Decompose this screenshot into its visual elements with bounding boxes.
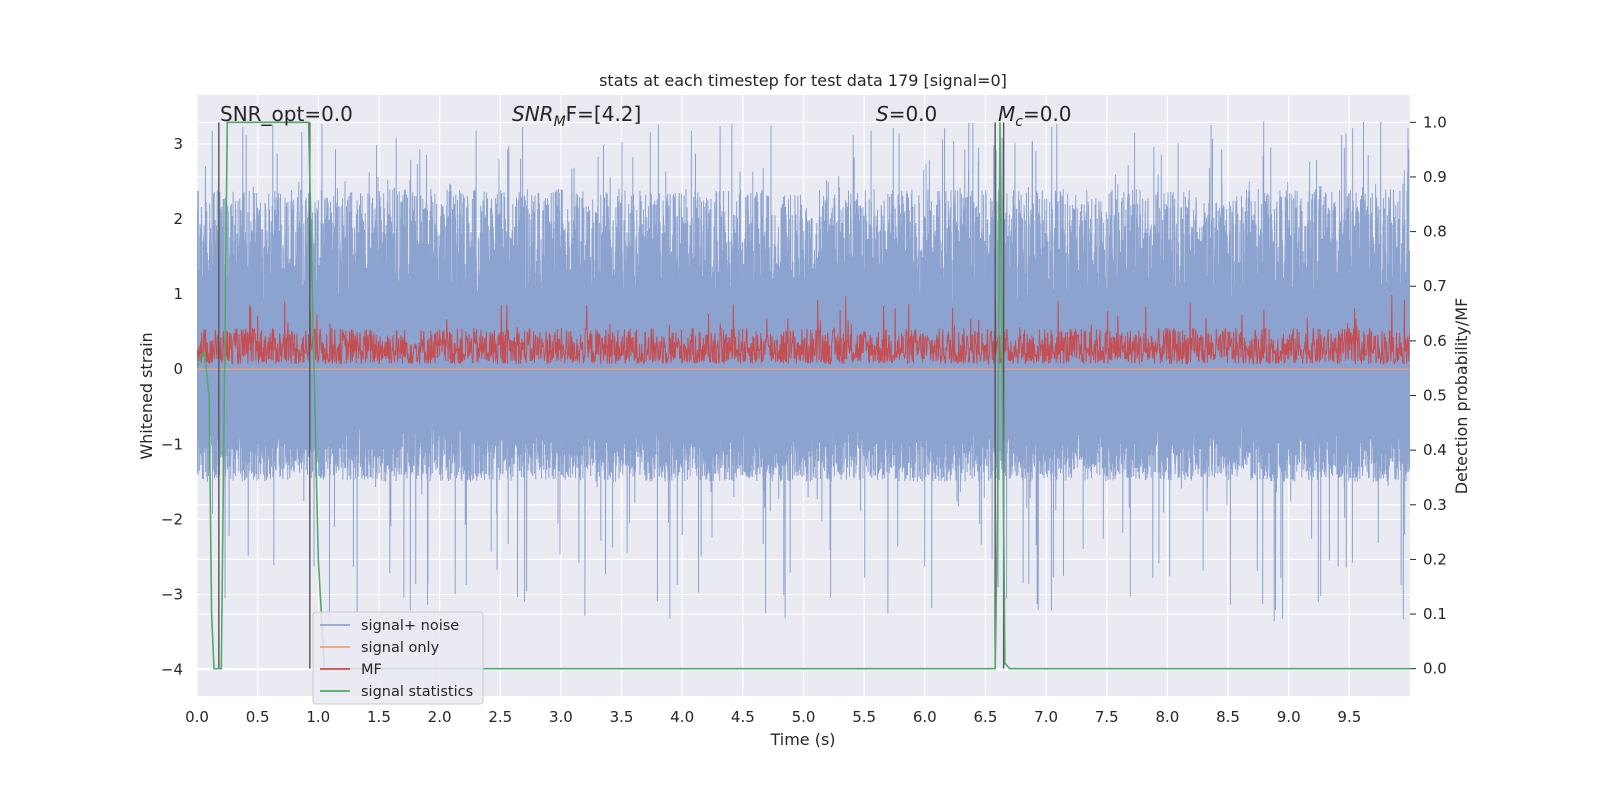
chart-title: stats at each timestep for test data 179… bbox=[599, 71, 1007, 90]
y-tick-label: −2 bbox=[161, 510, 183, 528]
y-tick-label: 3 bbox=[173, 135, 183, 153]
annotation-mc-base: M bbox=[998, 102, 1015, 126]
series-signal-noise-line bbox=[197, 121, 1410, 622]
x-tick-labels: 0.0 0.5 1.0 1.5 2.0 2.5 3.0 3.5 4.0 4.5 5.0 5.5 6.0 6… bbox=[185, 708, 1361, 726]
x-tick-label: 8.5 bbox=[1216, 708, 1240, 726]
x-tick-label: 7.0 bbox=[1034, 708, 1058, 726]
x-axis-label: Time (s) bbox=[769, 730, 835, 749]
y2-tick-label: 0.9 bbox=[1423, 168, 1447, 186]
x-tick-label: 6.5 bbox=[974, 708, 998, 726]
y2-tick-label: 0.4 bbox=[1423, 441, 1447, 459]
x-tick-label: 9.5 bbox=[1337, 708, 1361, 726]
y-tick-label: −3 bbox=[161, 586, 183, 604]
x-tick-label: 2.0 bbox=[428, 708, 452, 726]
legend-box bbox=[312, 611, 484, 705]
y2-tick-label: 0.0 bbox=[1423, 660, 1447, 678]
x-tick-label: 9.0 bbox=[1277, 708, 1301, 726]
x-tick-label: 6.0 bbox=[913, 708, 937, 726]
y-tick-labels: 3 2 1 0 −1 −2 −3 −4 bbox=[161, 135, 183, 679]
y-tick-label: −1 bbox=[161, 435, 183, 453]
legend-label-signal-noise: signal+ noise bbox=[361, 618, 459, 634]
x-tick-label: 3.0 bbox=[549, 708, 573, 726]
annotation-snr-opt: SNR_opt=0.0 bbox=[220, 102, 353, 126]
y2-tick-label: 1.0 bbox=[1423, 113, 1447, 131]
series-signal-statistics-line bbox=[197, 121, 1410, 670]
legend-label-signal-statistics: signal statistics bbox=[361, 684, 473, 700]
annotation-s-tail: =0.0 bbox=[889, 102, 938, 126]
y2-axis-label: Detection probability/MF bbox=[1452, 298, 1471, 495]
annotation-mc-tail: =0.0 bbox=[1023, 102, 1072, 126]
x-tick-label: 0.0 bbox=[185, 708, 209, 726]
x-tick-label: 4.5 bbox=[731, 708, 755, 726]
annotation-mc: Mc=0.0 bbox=[998, 102, 1072, 130]
legend-label-signal-only: signal only bbox=[361, 640, 440, 656]
annotation-s-base: S bbox=[876, 102, 889, 126]
y-tick-label: −4 bbox=[161, 661, 183, 679]
legend: signal+ noise signal only MF signal stat… bbox=[312, 611, 484, 705]
x-tick-label: 1.5 bbox=[367, 708, 391, 726]
x-tick-label: 1.0 bbox=[306, 708, 330, 726]
x-tick-label: 0.5 bbox=[246, 708, 270, 726]
y2-tick-label: 0.8 bbox=[1423, 223, 1447, 241]
annotation-snr-mf-tail: F=[4.2] bbox=[566, 102, 642, 126]
annotation-snr-mf-base: SNR bbox=[512, 102, 554, 126]
annotation-mc-sub: c bbox=[1015, 114, 1023, 130]
x-tick-label: 3.5 bbox=[610, 708, 634, 726]
y2-tick-label: 0.3 bbox=[1423, 496, 1447, 514]
y2-tick-label: 0.5 bbox=[1423, 387, 1447, 405]
x-tick-label: 7.5 bbox=[1095, 708, 1119, 726]
x-tick-label: 2.5 bbox=[488, 708, 512, 726]
y2-tick-label: 0.2 bbox=[1423, 550, 1447, 568]
y2-tick-labels: 1.0 0.9 0.8 0.7 0.6 0.5 0.4 0.3 0.2 0.1 0.0 bbox=[1410, 113, 1447, 678]
x-tick-label: 5.0 bbox=[792, 708, 816, 726]
x-tick-label: 5.5 bbox=[852, 708, 876, 726]
annotation-snr-mf-sub: M bbox=[554, 114, 566, 130]
y-axis-label: Whitened strain bbox=[137, 332, 156, 459]
legend-label-mf: MF bbox=[361, 662, 382, 678]
y2-tick-label: 0.6 bbox=[1423, 332, 1447, 350]
x-tick-label: 4.0 bbox=[670, 708, 694, 726]
y-tick-label: 0 bbox=[173, 360, 183, 378]
y-tick-label: 2 bbox=[173, 210, 183, 228]
y2-tick-label: 0.1 bbox=[1423, 605, 1447, 623]
y2-tick-label: 0.7 bbox=[1423, 277, 1447, 295]
annotation-s: S=0.0 bbox=[876, 102, 937, 126]
x-tick-label: 8.0 bbox=[1155, 708, 1179, 726]
annotation-snr-mf: SNRMF=[4.2] bbox=[512, 102, 641, 130]
y-tick-label: 1 bbox=[173, 285, 183, 303]
series-mf-line bbox=[197, 294, 1410, 366]
